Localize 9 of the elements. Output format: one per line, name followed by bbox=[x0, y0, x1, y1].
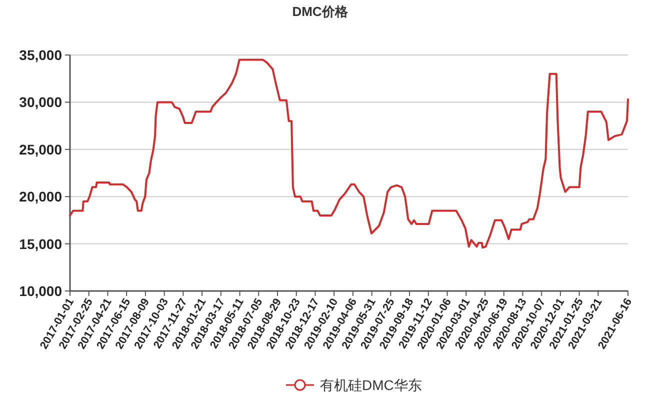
line-series bbox=[69, 58, 629, 249]
legend-label: 有机硅DMC华东 bbox=[320, 377, 422, 393]
y-tick-label: 15,000 bbox=[19, 236, 62, 252]
y-tick-label: 30,000 bbox=[19, 94, 62, 110]
y-tick-label: 10,000 bbox=[19, 283, 62, 299]
y-tick-label: 35,000 bbox=[19, 47, 62, 63]
y-tick-label: 20,000 bbox=[19, 188, 62, 205]
chart-title: DMC价格 bbox=[292, 4, 349, 19]
y-tick-label: 25,000 bbox=[19, 141, 62, 158]
